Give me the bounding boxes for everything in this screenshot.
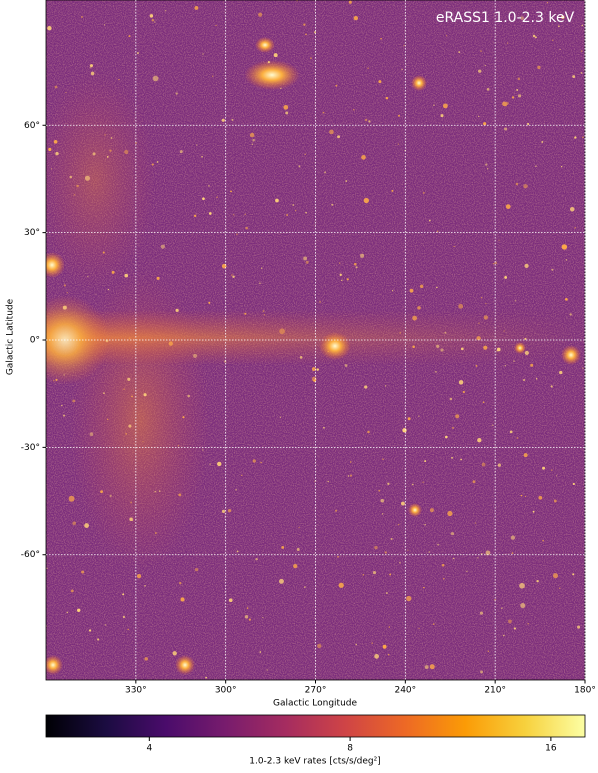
y-tick-label: 60° <box>24 121 40 131</box>
y-tick-label: 0° <box>30 336 40 346</box>
colorbar-tick-label: 4 <box>146 744 152 754</box>
sky-map <box>46 0 585 680</box>
x-tick-label: 270° <box>305 686 327 696</box>
colorbar-label: 1.0-2.3 keV rates [cts/s/deg²] <box>249 757 381 767</box>
y-tick-label: 30° <box>24 228 40 238</box>
x-tick-label: 180° <box>574 686 596 696</box>
colorbar-tick-label: 8 <box>347 744 353 754</box>
colorbar-tick-label: 16 <box>545 744 557 754</box>
x-tick-label: 300° <box>215 686 237 696</box>
x-tick-label: 210° <box>484 686 506 696</box>
x-tick-label: 240° <box>394 686 416 696</box>
y-tick-label: -60° <box>21 550 40 560</box>
x-axis-label: Galactic Longitude <box>273 699 358 709</box>
chart-title: eRASS1 1.0-2.3 keV <box>436 10 575 26</box>
y-axis-label: Galactic Latitude <box>6 298 16 375</box>
colorbar <box>45 714 586 738</box>
x-tick-label: 330° <box>125 686 147 696</box>
y-tick-label: -30° <box>21 443 40 453</box>
